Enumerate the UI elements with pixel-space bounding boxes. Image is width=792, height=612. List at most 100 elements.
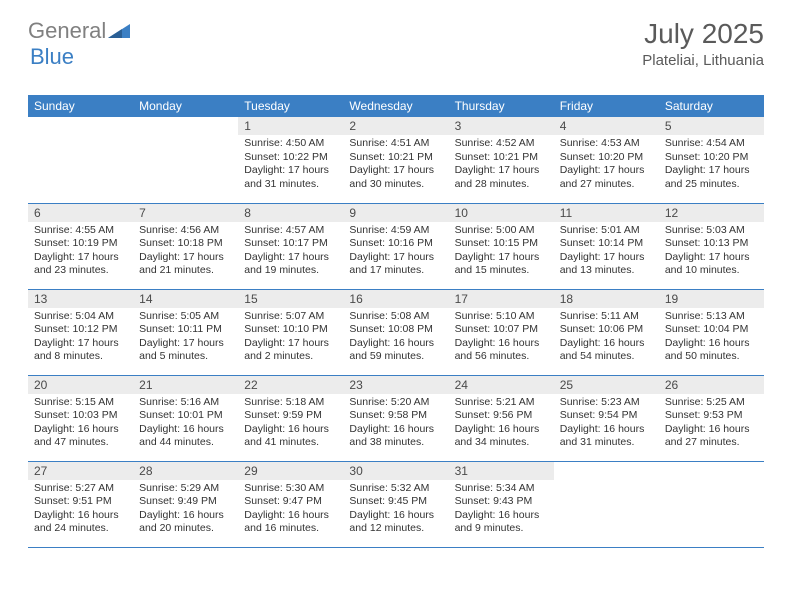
day-number: 1 — [238, 117, 343, 135]
day-number: 28 — [133, 462, 238, 480]
sunset-line: Sunset: 10:08 PM — [349, 323, 442, 337]
day-body: Sunrise: 5:18 AMSunset: 9:59 PMDaylight:… — [238, 394, 343, 455]
day-cell: 5Sunrise: 4:54 AMSunset: 10:20 PMDayligh… — [659, 117, 764, 203]
day-cell: 21Sunrise: 5:16 AMSunset: 10:01 PMDaylig… — [133, 375, 238, 461]
day-body: Sunrise: 5:11 AMSunset: 10:06 PMDaylight… — [554, 308, 659, 369]
day-number: 11 — [554, 204, 659, 222]
sunset-line: Sunset: 9:53 PM — [665, 409, 758, 423]
sunset-line: Sunset: 10:18 PM — [139, 237, 232, 251]
sunrise-line: Sunrise: 5:27 AM — [34, 482, 127, 496]
calendar-week-row: 6Sunrise: 4:55 AMSunset: 10:19 PMDayligh… — [28, 203, 764, 289]
day-body: Sunrise: 5:03 AMSunset: 10:13 PMDaylight… — [659, 222, 764, 283]
day-body: Sunrise: 5:10 AMSunset: 10:07 PMDaylight… — [449, 308, 554, 369]
daylight-line: Daylight: 17 hours and 23 minutes. — [34, 251, 127, 278]
day-cell: 22Sunrise: 5:18 AMSunset: 9:59 PMDayligh… — [238, 375, 343, 461]
day-cell: 16Sunrise: 5:08 AMSunset: 10:08 PMDaylig… — [343, 289, 448, 375]
day-header: Sunday — [28, 95, 133, 117]
header: General July 2025 Plateliai, Lithuania — [0, 0, 792, 77]
day-header: Thursday — [449, 95, 554, 117]
day-number: 20 — [28, 376, 133, 394]
day-cell: 27Sunrise: 5:27 AMSunset: 9:51 PMDayligh… — [28, 461, 133, 547]
sunrise-line: Sunrise: 5:15 AM — [34, 396, 127, 410]
day-body: Sunrise: 5:07 AMSunset: 10:10 PMDaylight… — [238, 308, 343, 369]
sunrise-line: Sunrise: 5:11 AM — [560, 310, 653, 324]
sunset-line: Sunset: 9:51 PM — [34, 495, 127, 509]
daylight-line: Daylight: 16 hours and 47 minutes. — [34, 423, 127, 450]
day-cell: 31Sunrise: 5:34 AMSunset: 9:43 PMDayligh… — [449, 461, 554, 547]
empty-cell — [28, 117, 133, 203]
sunrise-line: Sunrise: 5:29 AM — [139, 482, 232, 496]
day-cell: 6Sunrise: 4:55 AMSunset: 10:19 PMDayligh… — [28, 203, 133, 289]
daylight-line: Daylight: 16 hours and 54 minutes. — [560, 337, 653, 364]
day-number: 26 — [659, 376, 764, 394]
day-body: Sunrise: 5:25 AMSunset: 9:53 PMDaylight:… — [659, 394, 764, 455]
sunrise-line: Sunrise: 5:34 AM — [455, 482, 548, 496]
sunset-line: Sunset: 9:43 PM — [455, 495, 548, 509]
day-body: Sunrise: 5:27 AMSunset: 9:51 PMDaylight:… — [28, 480, 133, 541]
empty-cell — [659, 461, 764, 547]
sunrise-line: Sunrise: 5:21 AM — [455, 396, 548, 410]
sunset-line: Sunset: 10:14 PM — [560, 237, 653, 251]
day-body: Sunrise: 5:34 AMSunset: 9:43 PMDaylight:… — [449, 480, 554, 541]
day-cell: 4Sunrise: 4:53 AMSunset: 10:20 PMDayligh… — [554, 117, 659, 203]
day-number: 2 — [343, 117, 448, 135]
calendar-body: 1Sunrise: 4:50 AMSunset: 10:22 PMDayligh… — [28, 117, 764, 547]
daylight-line: Daylight: 16 hours and 12 minutes. — [349, 509, 442, 536]
calendar-table: SundayMondayTuesdayWednesdayThursdayFrid… — [28, 95, 764, 548]
day-number: 27 — [28, 462, 133, 480]
sunset-line: Sunset: 10:19 PM — [34, 237, 127, 251]
day-number: 8 — [238, 204, 343, 222]
daylight-line: Daylight: 17 hours and 17 minutes. — [349, 251, 442, 278]
sunrise-line: Sunrise: 5:10 AM — [455, 310, 548, 324]
daylight-line: Daylight: 16 hours and 38 minutes. — [349, 423, 442, 450]
day-number: 25 — [554, 376, 659, 394]
daylight-line: Daylight: 17 hours and 8 minutes. — [34, 337, 127, 364]
day-number: 16 — [343, 290, 448, 308]
sunrise-line: Sunrise: 5:16 AM — [139, 396, 232, 410]
day-number: 12 — [659, 204, 764, 222]
sunset-line: Sunset: 10:12 PM — [34, 323, 127, 337]
day-body: Sunrise: 5:05 AMSunset: 10:11 PMDaylight… — [133, 308, 238, 369]
day-cell: 18Sunrise: 5:11 AMSunset: 10:06 PMDaylig… — [554, 289, 659, 375]
day-cell: 12Sunrise: 5:03 AMSunset: 10:13 PMDaylig… — [659, 203, 764, 289]
day-cell: 25Sunrise: 5:23 AMSunset: 9:54 PMDayligh… — [554, 375, 659, 461]
daylight-line: Daylight: 17 hours and 28 minutes. — [455, 164, 548, 191]
day-number: 10 — [449, 204, 554, 222]
day-number: 23 — [343, 376, 448, 394]
day-cell: 14Sunrise: 5:05 AMSunset: 10:11 PMDaylig… — [133, 289, 238, 375]
calendar-header-row: SundayMondayTuesdayWednesdayThursdayFrid… — [28, 95, 764, 117]
day-body: Sunrise: 5:21 AMSunset: 9:56 PMDaylight:… — [449, 394, 554, 455]
sunrise-line: Sunrise: 4:57 AM — [244, 224, 337, 238]
calendar-week-row: 27Sunrise: 5:27 AMSunset: 9:51 PMDayligh… — [28, 461, 764, 547]
sunrise-line: Sunrise: 5:03 AM — [665, 224, 758, 238]
day-cell: 2Sunrise: 4:51 AMSunset: 10:21 PMDayligh… — [343, 117, 448, 203]
calendar-week-row: 1Sunrise: 4:50 AMSunset: 10:22 PMDayligh… — [28, 117, 764, 203]
day-cell: 13Sunrise: 5:04 AMSunset: 10:12 PMDaylig… — [28, 289, 133, 375]
logo-text-general: General — [28, 18, 106, 44]
day-cell: 9Sunrise: 4:59 AMSunset: 10:16 PMDayligh… — [343, 203, 448, 289]
sunrise-line: Sunrise: 5:32 AM — [349, 482, 442, 496]
day-cell: 29Sunrise: 5:30 AMSunset: 9:47 PMDayligh… — [238, 461, 343, 547]
sunrise-line: Sunrise: 5:13 AM — [665, 310, 758, 324]
sunset-line: Sunset: 10:17 PM — [244, 237, 337, 251]
daylight-line: Daylight: 17 hours and 10 minutes. — [665, 251, 758, 278]
day-number: 3 — [449, 117, 554, 135]
day-body: Sunrise: 4:50 AMSunset: 10:22 PMDaylight… — [238, 135, 343, 196]
day-number: 31 — [449, 462, 554, 480]
sunrise-line: Sunrise: 5:23 AM — [560, 396, 653, 410]
day-body: Sunrise: 4:57 AMSunset: 10:17 PMDaylight… — [238, 222, 343, 283]
day-number: 5 — [659, 117, 764, 135]
day-body: Sunrise: 5:16 AMSunset: 10:01 PMDaylight… — [133, 394, 238, 455]
sunset-line: Sunset: 9:49 PM — [139, 495, 232, 509]
day-cell: 15Sunrise: 5:07 AMSunset: 10:10 PMDaylig… — [238, 289, 343, 375]
day-body: Sunrise: 5:13 AMSunset: 10:04 PMDaylight… — [659, 308, 764, 369]
sunrise-line: Sunrise: 5:05 AM — [139, 310, 232, 324]
sunset-line: Sunset: 10:22 PM — [244, 151, 337, 165]
sunrise-line: Sunrise: 4:50 AM — [244, 137, 337, 151]
sunset-line: Sunset: 10:15 PM — [455, 237, 548, 251]
day-body: Sunrise: 5:30 AMSunset: 9:47 PMDaylight:… — [238, 480, 343, 541]
day-cell: 28Sunrise: 5:29 AMSunset: 9:49 PMDayligh… — [133, 461, 238, 547]
day-body: Sunrise: 5:23 AMSunset: 9:54 PMDaylight:… — [554, 394, 659, 455]
day-cell: 11Sunrise: 5:01 AMSunset: 10:14 PMDaylig… — [554, 203, 659, 289]
sunset-line: Sunset: 10:04 PM — [665, 323, 758, 337]
